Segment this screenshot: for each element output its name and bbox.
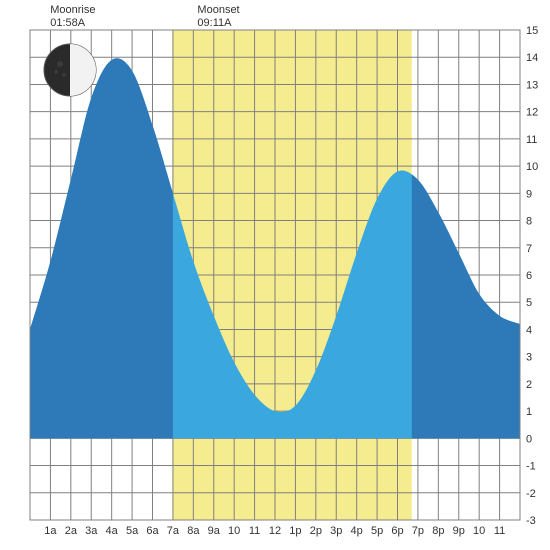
svg-text:9a: 9a xyxy=(208,525,221,537)
svg-text:3a: 3a xyxy=(85,525,98,537)
svg-text:4a: 4a xyxy=(106,525,119,537)
moonrise-annotation: Moonrise 01:58A xyxy=(50,4,95,30)
svg-text:5p: 5p xyxy=(371,525,383,537)
svg-text:11: 11 xyxy=(526,134,537,146)
svg-text:9: 9 xyxy=(526,188,532,200)
svg-text:9p: 9p xyxy=(453,525,465,537)
svg-text:10: 10 xyxy=(228,525,240,537)
svg-text:5a: 5a xyxy=(126,525,139,537)
svg-text:5: 5 xyxy=(526,297,532,309)
svg-text:3p: 3p xyxy=(330,525,342,537)
svg-text:2a: 2a xyxy=(65,525,78,537)
svg-text:11: 11 xyxy=(494,525,505,537)
svg-text:8a: 8a xyxy=(187,525,200,537)
svg-text:10: 10 xyxy=(526,161,538,173)
svg-text:7a: 7a xyxy=(167,525,180,537)
moonset-annotation: Moonset 09:11A xyxy=(197,4,239,30)
svg-text:6p: 6p xyxy=(391,525,403,537)
svg-text:7p: 7p xyxy=(412,525,424,537)
svg-text:1p: 1p xyxy=(289,525,301,537)
moon-phase-icon xyxy=(42,42,98,98)
tide-chart: 1a2a3a4a5a6a7a8a9a1011121p2p3p4p5p6p7p8p… xyxy=(0,0,550,550)
svg-text:10: 10 xyxy=(473,525,485,537)
svg-text:12: 12 xyxy=(269,525,281,537)
moonset-time: 09:11A xyxy=(197,17,239,30)
svg-text:6a: 6a xyxy=(146,525,159,537)
svg-text:1: 1 xyxy=(526,406,532,418)
svg-text:-1: -1 xyxy=(526,461,536,473)
svg-text:8p: 8p xyxy=(432,525,444,537)
svg-text:13: 13 xyxy=(526,79,538,91)
svg-text:2p: 2p xyxy=(310,525,322,537)
svg-text:3: 3 xyxy=(526,352,532,364)
svg-text:-3: -3 xyxy=(526,515,536,527)
moonrise-label: Moonrise xyxy=(50,4,95,17)
svg-text:8: 8 xyxy=(526,216,532,228)
svg-text:15: 15 xyxy=(526,25,538,37)
svg-text:2: 2 xyxy=(526,379,532,391)
moonrise-time: 01:58A xyxy=(50,17,95,30)
svg-text:4p: 4p xyxy=(351,525,363,537)
svg-text:7: 7 xyxy=(526,243,532,255)
svg-text:4: 4 xyxy=(526,324,532,336)
svg-text:11: 11 xyxy=(249,525,260,537)
svg-text:0: 0 xyxy=(526,433,532,445)
moonset-label: Moonset xyxy=(197,4,239,17)
svg-text:-2: -2 xyxy=(526,488,536,500)
svg-text:1a: 1a xyxy=(44,525,57,537)
svg-text:14: 14 xyxy=(526,52,538,64)
svg-text:12: 12 xyxy=(526,107,538,119)
svg-text:6: 6 xyxy=(526,270,532,282)
